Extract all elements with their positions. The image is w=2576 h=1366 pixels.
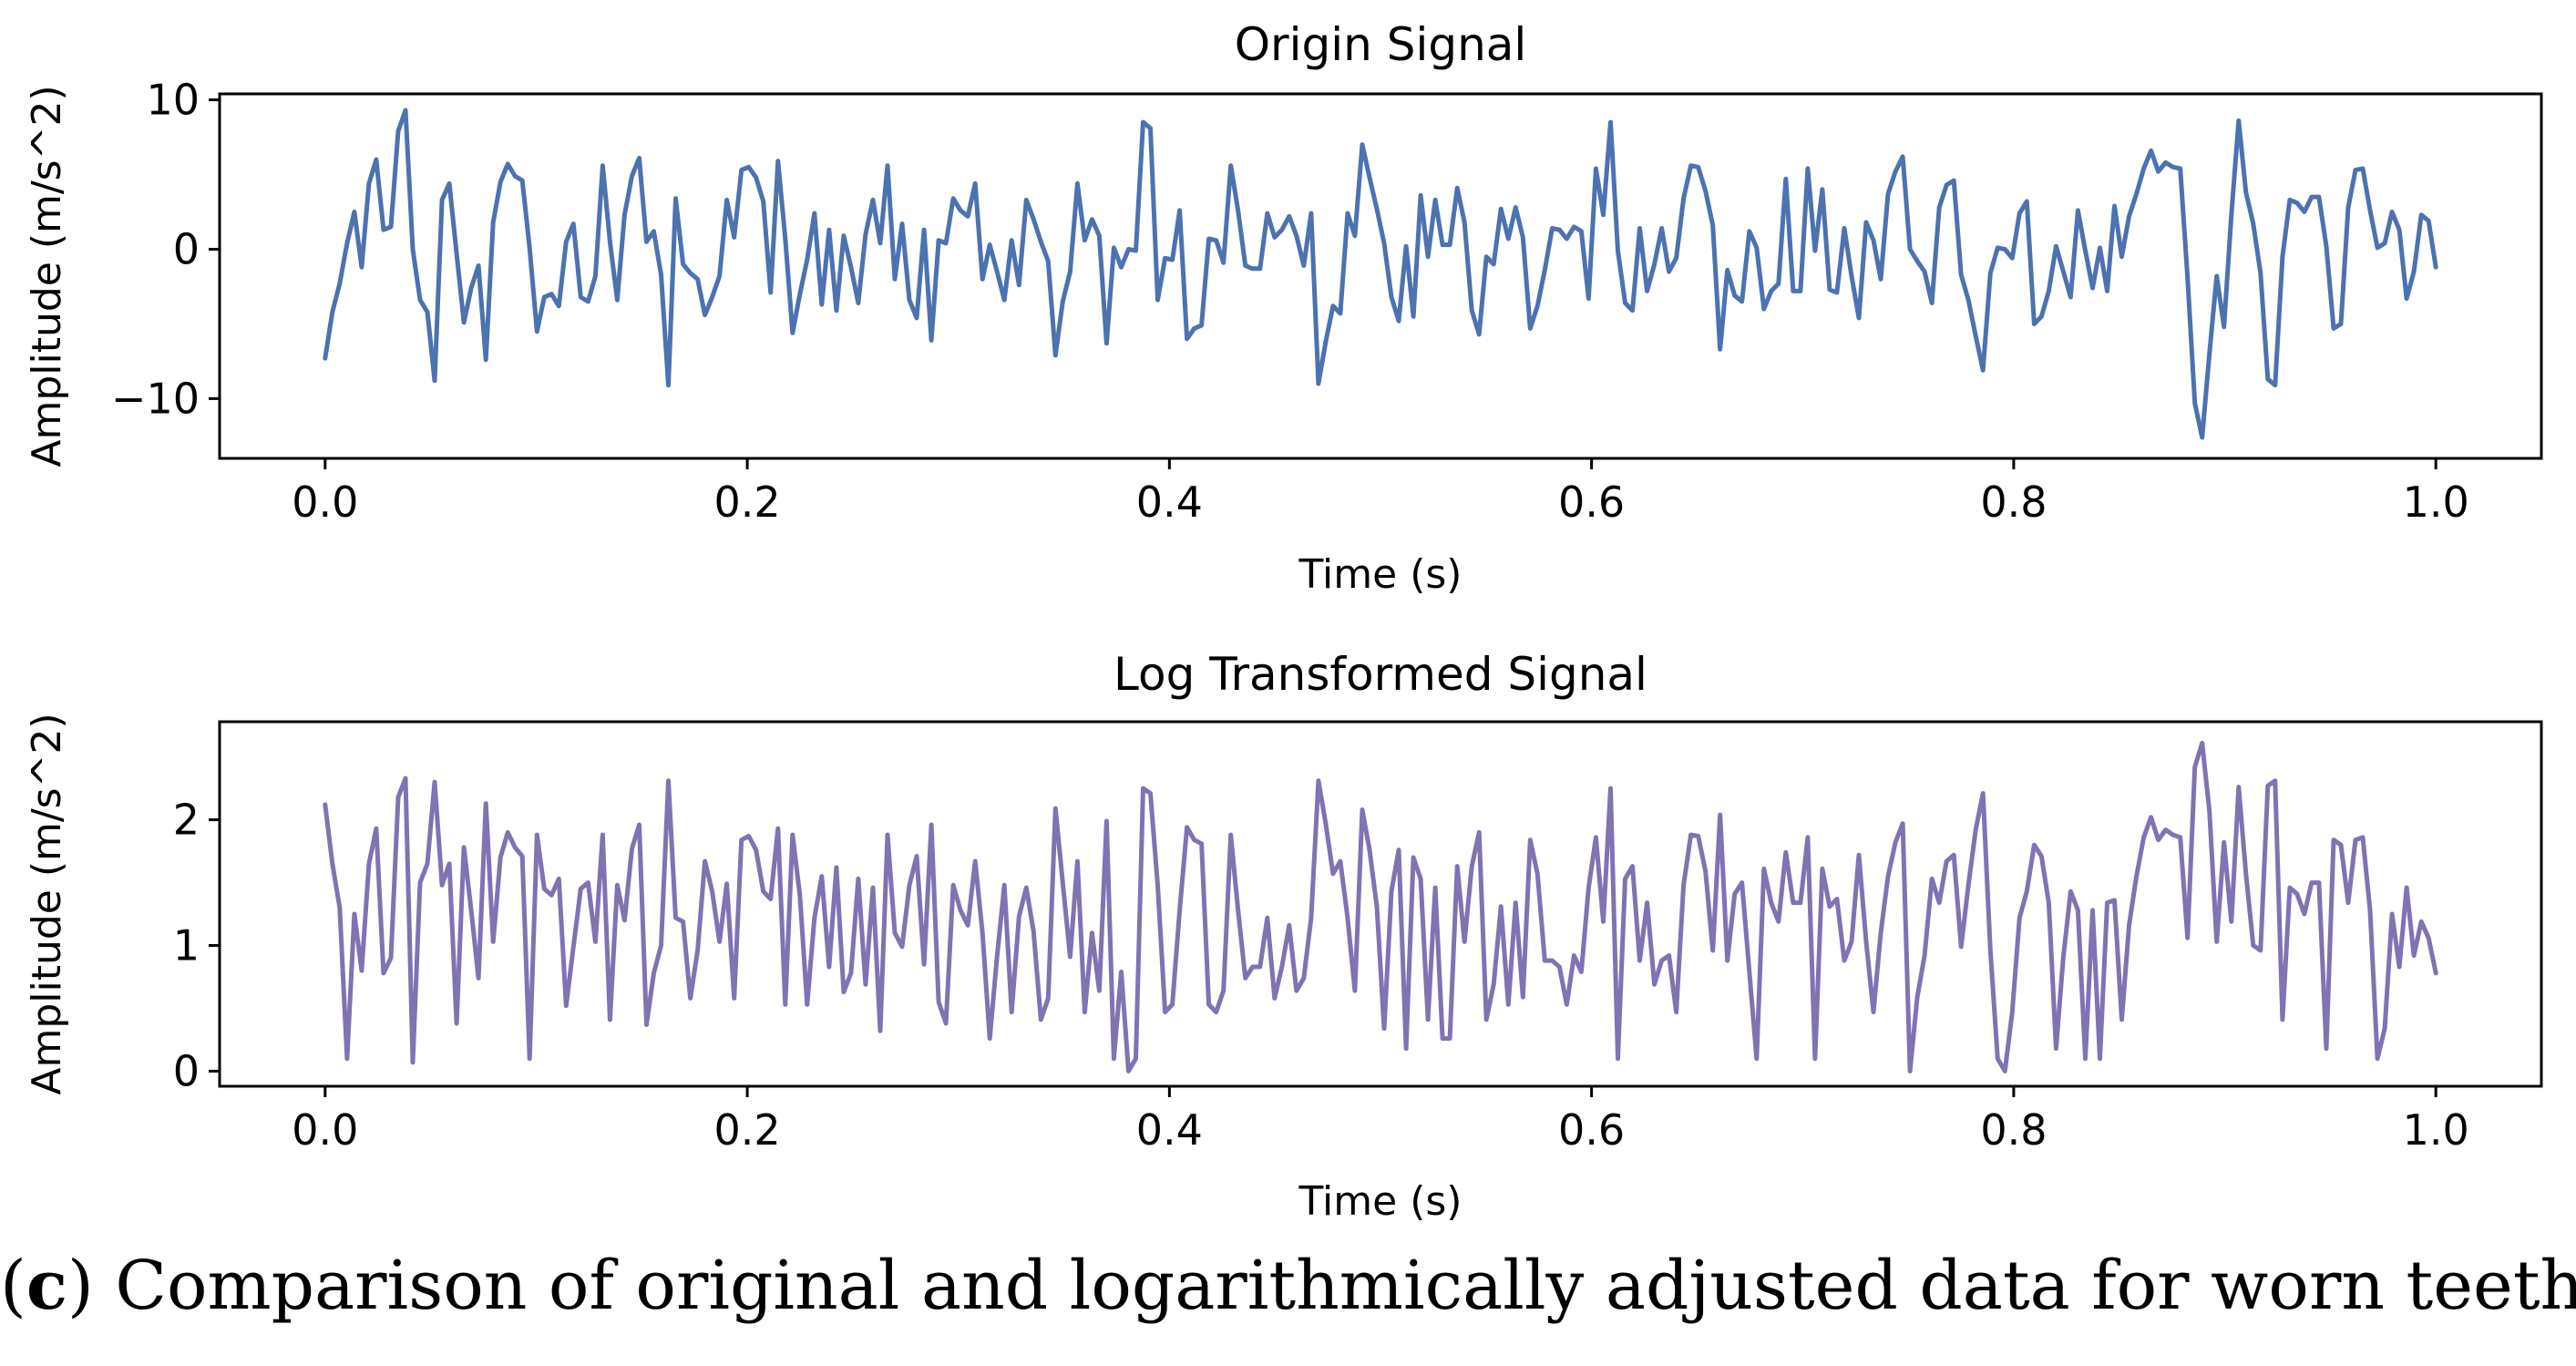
y-tick-label: 0 bbox=[173, 1046, 200, 1095]
x-tick-label: 0.8 bbox=[1980, 1105, 2047, 1155]
x-tick-label: 0.6 bbox=[1558, 478, 1625, 527]
y-tick-label: −10 bbox=[111, 374, 200, 423]
plot-frame bbox=[218, 720, 2543, 1088]
plot-frame bbox=[218, 92, 2543, 460]
caption-text: Comparison of original and logarithmical… bbox=[115, 1247, 2576, 1325]
chart-title: Log Transformed Signal bbox=[1114, 648, 1647, 701]
y-tick-label: 1 bbox=[173, 921, 200, 971]
y-tick-label: 10 bbox=[146, 76, 200, 125]
y-tick-label: 0 bbox=[173, 224, 200, 273]
x-tick-label: 1.0 bbox=[2403, 1105, 2469, 1155]
x-axis-label: Time (s) bbox=[1298, 1178, 1462, 1225]
signal-line bbox=[323, 108, 2438, 440]
x-tick-label: 0.2 bbox=[714, 1105, 781, 1155]
x-tick-label: 0.4 bbox=[1136, 1105, 1203, 1155]
x-tick-label: 0.6 bbox=[1558, 1105, 1625, 1155]
y-tick-label: 2 bbox=[173, 796, 200, 845]
caption-label: c bbox=[26, 1247, 67, 1325]
y-axis-label: Amplitude (m/s^2) bbox=[24, 85, 70, 467]
x-tick-label: 0.0 bbox=[292, 1105, 358, 1155]
figure-caption: (c) Comparison of original and logarithm… bbox=[0, 1247, 2576, 1325]
x-tick-label: 1.0 bbox=[2403, 478, 2469, 527]
x-axis-label: Time (s) bbox=[1298, 551, 1462, 598]
x-tick-label: 0.4 bbox=[1136, 478, 1203, 527]
y-axis-label: Amplitude (m/s^2) bbox=[24, 713, 70, 1094]
x-tick-label: 0.0 bbox=[292, 478, 358, 527]
signal-line bbox=[323, 740, 2438, 1073]
origin-signal-chart: Origin Signal 0.0 0.2 0.4 0.6 0.8 1.0 −10010 … bbox=[24, 18, 2543, 598]
log-transformed-signal-chart: Log Transformed Signal 0.0 0.2 0.4 0.6 0.8 1.… bbox=[24, 648, 2543, 1225]
chart-title: Origin Signal bbox=[1235, 18, 1527, 71]
x-tick-label: 0.8 bbox=[1980, 478, 2047, 527]
x-tick-label: 0.2 bbox=[714, 478, 781, 527]
